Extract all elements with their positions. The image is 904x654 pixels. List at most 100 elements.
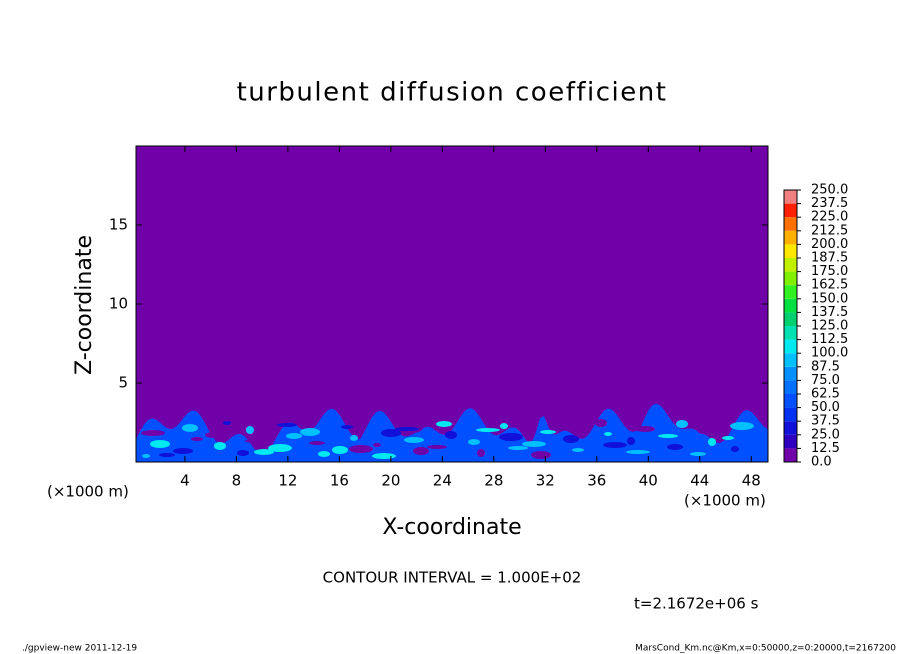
- y-tick-label: 5: [118, 374, 128, 392]
- field-pattern: [341, 425, 353, 429]
- colorbar-segment: [784, 190, 797, 204]
- field-pattern: [395, 427, 419, 431]
- field-pattern: [708, 438, 716, 446]
- field-pattern: [667, 444, 683, 450]
- field-pattern: [563, 435, 579, 443]
- y-axis-label: Z-coordinate: [72, 235, 97, 375]
- field-pattern: [730, 422, 754, 430]
- x-tick-label: 24: [433, 472, 452, 490]
- field-pattern: [191, 437, 203, 441]
- field-pattern: [332, 446, 348, 454]
- field-pattern: [603, 442, 627, 448]
- colorbar-segment: [784, 217, 797, 231]
- field-pattern: [499, 433, 523, 441]
- field-pattern: [540, 430, 556, 434]
- colorbar-label: 237.5: [811, 196, 848, 211]
- colorbar-label: 100.0: [811, 346, 848, 361]
- colorbar-segment: [784, 312, 797, 326]
- x-tick-label: 12: [278, 472, 297, 490]
- field-pattern: [722, 436, 734, 440]
- colorbar-label: 62.5: [811, 387, 840, 402]
- plot-area: [135, 145, 769, 463]
- colorbar-segment: [784, 326, 797, 340]
- field-pattern: [349, 445, 373, 453]
- colorbar-segment: [784, 353, 797, 367]
- x-tick-label: 40: [639, 472, 658, 490]
- colorbar-segment: [784, 203, 797, 218]
- footer-left: ./gpview-new 2011-12-19: [22, 644, 137, 654]
- colorbar-segment: [784, 421, 797, 435]
- field-pattern: [572, 448, 584, 452]
- field-pattern: [350, 435, 358, 441]
- field-pattern: [658, 434, 678, 438]
- field-pattern: [254, 449, 274, 455]
- field-pattern: [445, 431, 457, 439]
- field-pattern: [635, 426, 655, 432]
- x-tick-label: 28: [484, 472, 503, 490]
- colorbar-label: 137.5: [811, 305, 848, 320]
- field-pattern: [436, 421, 452, 427]
- colorbar-segment: [784, 258, 797, 272]
- field-pattern: [205, 432, 221, 438]
- field-pattern: [300, 428, 320, 436]
- colorbar-label: 175.0: [811, 264, 848, 279]
- field-pattern: [277, 423, 297, 427]
- x-tick-label: 32: [536, 472, 555, 490]
- colorbar-label: 12.5: [811, 441, 840, 456]
- field-pattern: [626, 450, 650, 454]
- field-pattern: [581, 424, 589, 430]
- colorbar-segment: [784, 271, 797, 286]
- x-tick-label: 20: [381, 472, 400, 490]
- x-tick-label: 8: [232, 472, 242, 490]
- field-pattern: [141, 430, 165, 436]
- field-pattern: [246, 426, 254, 434]
- field-pattern: [531, 451, 551, 459]
- field-pattern: [604, 432, 612, 436]
- field-pattern: [237, 450, 249, 456]
- colorbar-label: 187.5: [811, 251, 848, 266]
- y-tick-label: 15: [109, 216, 128, 234]
- field-pattern: [150, 440, 170, 448]
- field-pattern: [699, 428, 711, 434]
- footer-right: MarsCond_Km.nc@Km,x=0:50000,z=0:20000,t=…: [635, 644, 896, 654]
- colorbar-label: 87.5: [811, 359, 840, 374]
- field-pattern: [427, 445, 447, 449]
- field-pattern: [245, 439, 269, 443]
- colorbar-segment: [784, 366, 797, 381]
- field-pattern: [182, 424, 198, 432]
- field-pattern: [318, 451, 330, 457]
- x-unit-label: (×1000 m): [47, 483, 129, 501]
- x-tick-label: 48: [742, 472, 761, 490]
- colorbar-segment: [784, 230, 797, 245]
- field-pattern: [676, 420, 688, 428]
- field-pattern: [468, 439, 480, 445]
- field-pattern: [731, 446, 739, 452]
- time-label: t=2.1672e+06 s: [634, 595, 759, 613]
- x-tick-label: 44: [690, 472, 709, 490]
- field-background: [136, 146, 768, 462]
- field-pattern: [159, 453, 175, 457]
- field-pattern: [404, 437, 424, 443]
- colorbar-segment: [784, 298, 797, 313]
- field-pattern: [286, 433, 302, 439]
- y-tick-label: 10: [109, 295, 128, 313]
- colorbar-segment: [784, 380, 797, 394]
- field-pattern: [690, 452, 706, 456]
- field-pattern: [595, 419, 607, 427]
- colorbar-label: 0.0: [811, 455, 832, 470]
- colorbar-label: 250.0: [811, 183, 848, 198]
- colorbar-label: 75.0: [811, 373, 840, 388]
- field-pattern: [173, 448, 193, 454]
- colorbar-segment: [784, 407, 797, 422]
- field-pattern: [223, 421, 231, 425]
- colorbar-segment: [784, 434, 797, 449]
- colorbar-segment: [784, 244, 797, 258]
- x-tick-label: 36: [587, 472, 606, 490]
- chart-title: turbulent diffusion coefficient: [237, 78, 668, 108]
- field-pattern: [627, 437, 635, 445]
- colorbar-label: 150.0: [811, 291, 848, 306]
- field-pattern: [476, 428, 500, 432]
- colorbar-segment: [784, 394, 797, 408]
- contour-interval: CONTOUR INTERVAL = 1.000E+02: [323, 569, 582, 587]
